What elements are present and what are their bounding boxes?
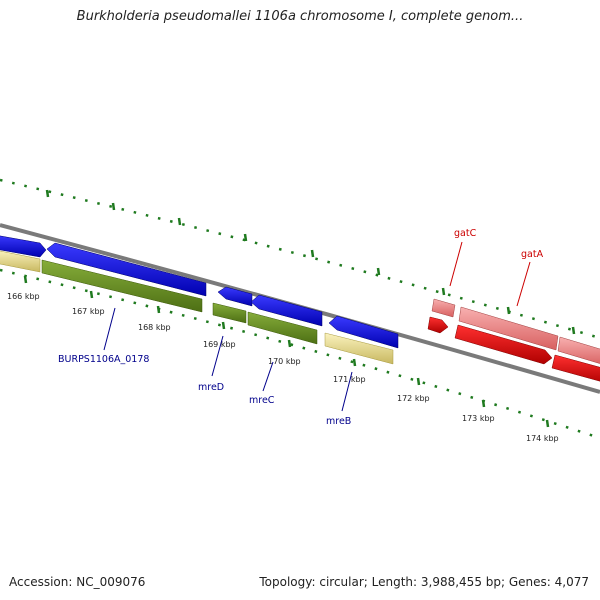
reverse-genes [0, 250, 394, 365]
outer-major-ticks [45, 189, 576, 335]
gene-red-1[interactable] [427, 316, 449, 334]
gene-green-3[interactable] [247, 311, 318, 345]
tick-172 [416, 377, 421, 386]
label-leaders [103, 241, 531, 412]
tick-168 [156, 305, 161, 314]
label-gatC[interactable]: gatC [454, 228, 477, 239]
gene-mreB[interactable] [328, 315, 399, 349]
leader-mreC [262, 361, 274, 392]
tick-166 [23, 275, 28, 284]
tick-169 [221, 321, 226, 330]
gene-pale-1[interactable] [0, 250, 41, 273]
leader-mreB [341, 371, 353, 412]
gene-forward-1[interactable] [0, 235, 47, 258]
map-title: Burkholderia pseudomallei 1106a chromoso… [76, 9, 524, 24]
tick-labels: 166 kbp 167 kbp 168 kbp 169 kbp 170 kbp … [7, 292, 559, 443]
gene-green-2[interactable] [212, 302, 247, 324]
tick-174 [545, 419, 550, 428]
leader-gatC [449, 241, 463, 287]
gene-mreD[interactable] [217, 286, 253, 307]
tick-label-166: 166 kbp [7, 292, 40, 301]
gene-gatC[interactable] [431, 298, 456, 318]
tick-label-174: 174 kbp [526, 434, 559, 443]
gene-gatA[interactable] [458, 306, 559, 351]
leader-burps [103, 307, 116, 351]
major-ticks [23, 275, 550, 428]
gene-gatB[interactable] [557, 336, 600, 366]
gene-burps-0178[interactable] [41, 259, 203, 313]
tick-label-170: 170 kbp [268, 357, 301, 366]
label-mreB[interactable]: mreB [326, 416, 351, 427]
label-mreC[interactable]: mreC [249, 395, 275, 406]
tick-173 [481, 399, 486, 408]
tick-label-167: 167 kbp [72, 307, 105, 316]
leader-gatA [516, 261, 531, 307]
forward-genes [0, 235, 399, 349]
label-mreD[interactable]: mreD [198, 382, 224, 393]
tick-170 [287, 339, 292, 348]
gene-forward-2[interactable] [46, 242, 207, 297]
tick-label-169: 169 kbp [203, 340, 236, 349]
gene-mreC[interactable] [250, 294, 323, 327]
summary-text: Topology: circular; Length: 3,988,455 bp… [259, 575, 589, 589]
accession-text: Accession: NC_009076 [9, 575, 146, 589]
tick-167 [89, 290, 94, 299]
label-burps-0178[interactable]: BURPS1106A_0178 [58, 354, 149, 365]
gene-pale-2[interactable] [324, 332, 394, 365]
gene-red-3[interactable] [551, 354, 600, 384]
tick-label-173: 173 kbp [462, 414, 495, 423]
gene-labels: BURPS1106A_0178 mreD mreC mreB gatC gatA [58, 228, 544, 427]
leader-mreD [211, 335, 224, 377]
tick-label-171: 171 kbp [333, 375, 366, 384]
tick-label-172: 172 kbp [397, 394, 430, 403]
gene-red-2[interactable] [454, 324, 553, 365]
label-gatA[interactable]: gatA [521, 249, 544, 260]
tick-171 [352, 358, 357, 367]
tick-label-168: 168 kbp [138, 323, 171, 332]
gat-genes [427, 298, 600, 384]
